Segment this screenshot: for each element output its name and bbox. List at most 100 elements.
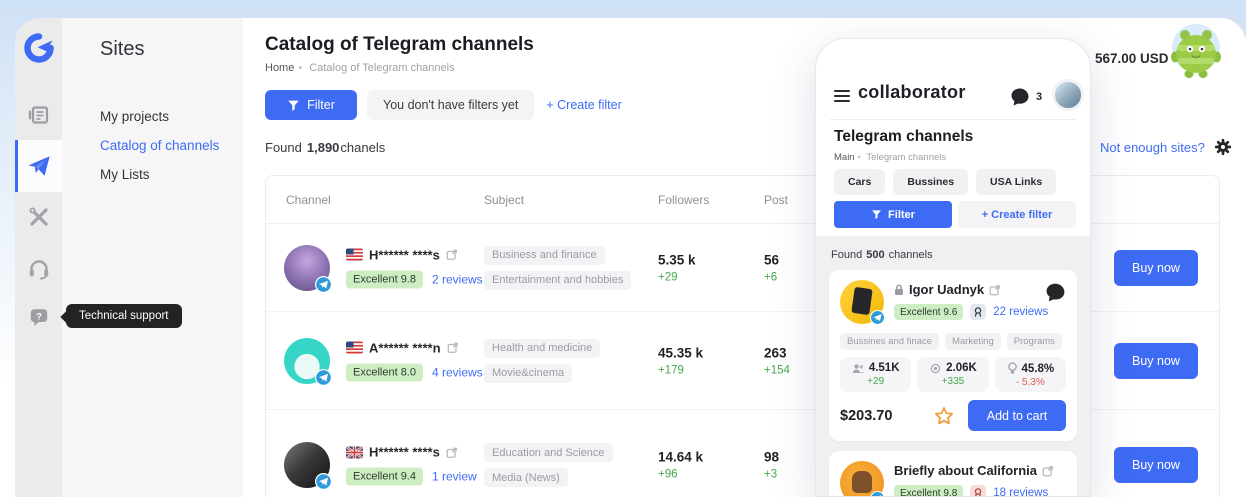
breadcrumb: Home • Catalog of Telegram channels	[265, 62, 455, 74]
external-link-icon[interactable]	[446, 249, 458, 261]
external-link-icon[interactable]	[989, 284, 1001, 296]
subject-tags: Education and Science Media (News)	[484, 443, 613, 487]
sidebar-item-my-lists[interactable]: My Lists	[100, 167, 150, 182]
external-link-icon[interactable]	[446, 446, 458, 458]
external-link-icon[interactable]	[447, 342, 459, 354]
phone-filter-button[interactable]: Filter	[834, 201, 952, 228]
phone-create-filter-button[interactable]: + Create filter	[958, 201, 1076, 228]
projects-nav-icon[interactable]	[15, 92, 62, 138]
main-content: Catalog of Telegram channels Home • Catal…	[243, 18, 1246, 497]
favorite-star-icon[interactable]	[934, 406, 954, 426]
channel-name[interactable]: A****** ****n	[369, 340, 441, 355]
reviews-link[interactable]: 4 reviews	[431, 365, 483, 379]
telegram-badge-icon	[870, 310, 885, 325]
subject-tags: Business and finance Entertainment and h…	[484, 245, 632, 290]
post-cell: 98 +3	[764, 449, 780, 481]
rating-badge: Excellent 9.8	[894, 485, 964, 496]
channel-name[interactable]: Briefly about California	[894, 463, 1038, 478]
external-link-icon[interactable]	[1042, 465, 1054, 477]
channels-table: Channel Subject Followers Post H****** *…	[265, 175, 1220, 497]
table-row: H****** ****s Excellent 9.8 2 reviews Bu…	[266, 224, 1219, 312]
collaborator-wordmark: collaborator	[858, 82, 966, 102]
tab-bussines[interactable]: Bussines	[893, 169, 969, 195]
sidebar-title: Sites	[100, 38, 145, 60]
help-chat-nav-icon[interactable]: ?	[15, 294, 62, 340]
price-label: $203.70	[840, 407, 893, 424]
buy-now-button[interactable]: Buy now	[1114, 342, 1198, 379]
post-cell: 263 +154	[764, 345, 790, 376]
rating-badge: Excellent 9.4	[346, 467, 423, 486]
reviews-link[interactable]: 18 reviews	[993, 487, 1049, 497]
subject-tag: Movie&cinema	[484, 363, 573, 383]
table-row: H****** ****s Excellent 9.4 1 review Edu…	[266, 410, 1219, 497]
channel-avatar	[840, 461, 885, 496]
page-title: Catalog of Telegram channels	[265, 34, 534, 55]
support-headset-nav-icon[interactable]	[15, 246, 62, 292]
us-flag-icon	[346, 248, 363, 261]
channel-name[interactable]: Igor Uadnyk	[909, 282, 985, 297]
subject-tag: Programs	[1006, 333, 1062, 350]
subject-tags: Health and medicine Movie&cinema	[484, 338, 601, 383]
mobile-preview-panel: collaborator 3 Telegram channels Main • T…	[815, 38, 1091, 497]
column-followers: Followers	[658, 193, 710, 207]
sidebar-item-my-projects[interactable]: My projects	[100, 109, 170, 124]
subject-tag: Marketing	[945, 333, 1001, 350]
collaborator-logo-icon[interactable]	[24, 33, 54, 63]
lock-icon	[894, 284, 904, 296]
subject-tag: Health and medicine	[484, 338, 601, 358]
telegram-channels-nav-icon[interactable]	[15, 143, 62, 189]
reviews-link[interactable]: 2 reviews	[431, 272, 483, 286]
icon-rail: ?	[15, 18, 62, 497]
hamburger-menu-icon[interactable]	[834, 90, 850, 102]
reviews-link[interactable]: 22 reviews	[993, 306, 1049, 318]
channel-avatar	[284, 442, 332, 490]
followers-stat: 4.51K +29	[840, 357, 912, 392]
tab-cars[interactable]: Cars	[834, 169, 886, 195]
user-avatar[interactable]	[1052, 79, 1084, 111]
followers-cell: 14.64 k +96	[658, 449, 704, 481]
subject-tag: Business and finance	[484, 245, 605, 265]
channel-name[interactable]: H****** ****s	[369, 444, 440, 460]
channel-cell: H****** ****s Excellent 9.4 1 review	[346, 445, 486, 486]
chat-bubble-icon[interactable]	[1010, 87, 1030, 107]
audience-icon	[852, 363, 865, 374]
funnel-icon	[871, 209, 882, 220]
phone-results-count: Found 500 channels	[831, 249, 933, 261]
uk-flag-icon	[346, 446, 363, 458]
svg-text:?: ?	[36, 311, 42, 321]
breadcrumb-home[interactable]: Home	[265, 62, 295, 74]
phone-breadcrumb-home[interactable]: Main	[834, 152, 855, 163]
award-badge-icon	[970, 485, 987, 496]
tab-usa-links[interactable]: USA Links	[976, 169, 1057, 195]
reviews-link[interactable]: 1 review	[431, 469, 477, 484]
add-to-cart-button[interactable]: Add to cart	[968, 400, 1066, 431]
rating-badge: Excellent 9.8	[346, 270, 423, 288]
channel-avatar	[840, 280, 885, 325]
rating-badge: Excellent 9.6	[894, 304, 964, 320]
results-count: Found 1,890chanels	[265, 140, 386, 155]
channel-avatar	[284, 244, 332, 293]
not-enough-sites-link[interactable]: Not enough sites?	[1100, 140, 1205, 155]
phone-results-area: Found 500 channels Igor Uadnyk	[816, 236, 1090, 496]
views-eye-icon	[929, 363, 942, 374]
gear-icon[interactable]	[1214, 138, 1232, 156]
telegram-badge-icon	[870, 491, 885, 496]
message-channel-icon[interactable]	[1045, 282, 1066, 303]
channel-name[interactable]: H****** ****s	[369, 247, 440, 262]
post-cell: 56 +6	[764, 252, 780, 283]
followers-cell: 5.35 k +29	[658, 252, 696, 283]
phone-breadcrumb-current: Telegram channels	[866, 152, 947, 163]
column-subject: Subject	[484, 193, 525, 207]
buy-now-button[interactable]: Buy now	[1114, 447, 1198, 483]
channel-card: Igor Uadnyk Excellent 9.6 22 reviews	[829, 270, 1077, 441]
technical-support-tooltip: Technical support	[66, 304, 182, 328]
subject-tag: Media (News)	[484, 468, 568, 487]
sidebar-item-catalog-of-channels[interactable]: Catalog of channels	[100, 138, 220, 153]
tools-nav-icon[interactable]	[15, 194, 62, 240]
us-flag-icon	[346, 341, 363, 354]
no-filters-label: You don't have filters yet	[367, 90, 535, 120]
create-filter-link[interactable]: + Create filter	[546, 98, 622, 112]
filter-button[interactable]: Filter	[265, 90, 357, 120]
buy-now-button[interactable]: Buy now	[1114, 249, 1198, 286]
